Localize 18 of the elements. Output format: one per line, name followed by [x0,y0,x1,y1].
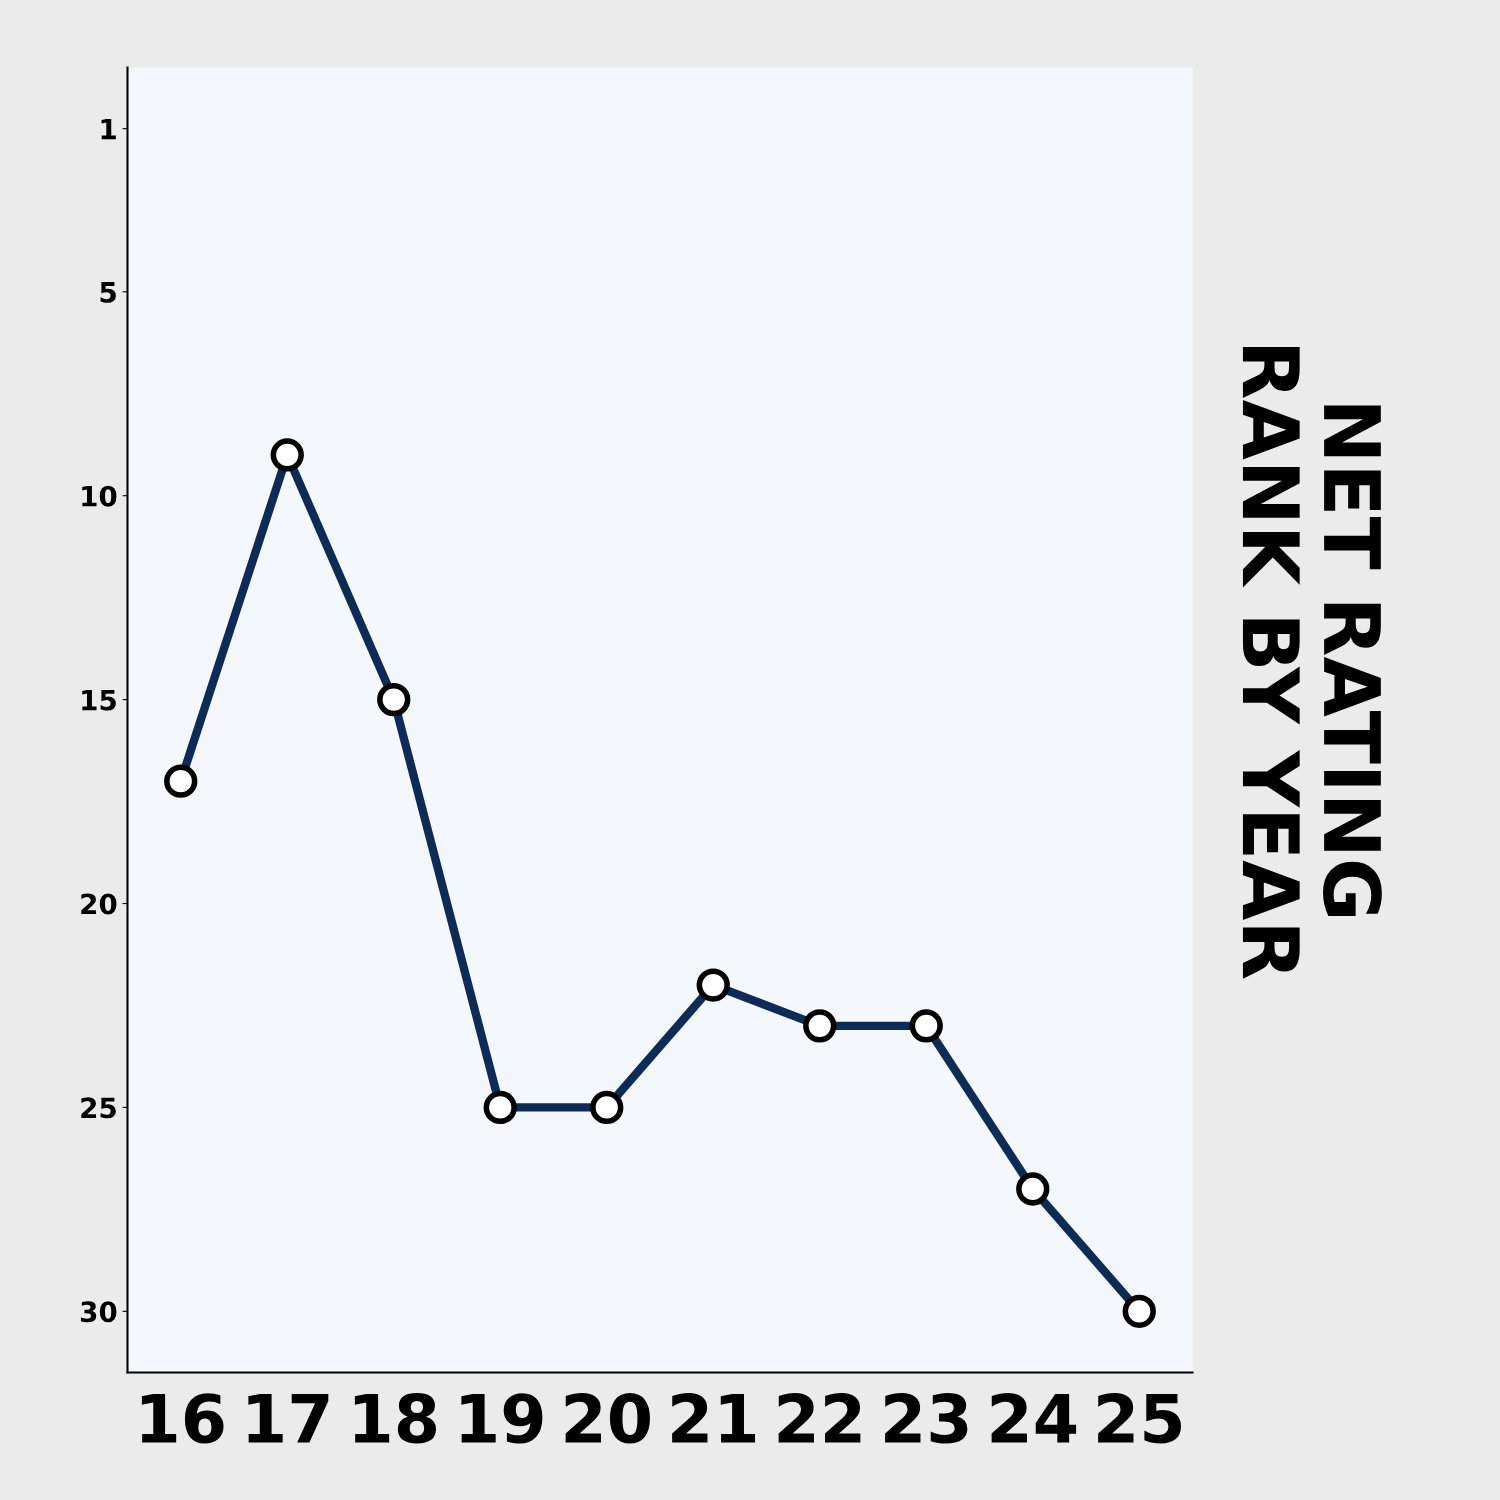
y-tick-label: 25 [81,1097,116,1119]
y-tick-label: 5 [100,282,116,303]
x-tick-label: 18 [354,1393,436,1444]
y-tick-label: 30 [80,1301,117,1323]
text: NET RATING RANK BY YEAR [1242,346,1382,979]
x-tick-label: 17 [248,1394,329,1443]
y-tick-label: 1 [101,118,116,140]
x-tick-label: 24 [991,1393,1077,1443]
x-tick-label: 22 [778,1393,861,1443]
y-tick-label: 10 [82,485,117,507]
y-tick-label: 20 [81,893,117,915]
x-tick-label: 20 [565,1393,650,1444]
x-tick-label: 23 [885,1393,968,1444]
x-tick-label: 25 [1098,1393,1181,1444]
x-tick-label: 16 [141,1393,224,1444]
x-tick-label: 19 [461,1393,543,1444]
y-tick-label: 15 [82,689,116,711]
x-tick-label: 21 [672,1393,756,1443]
